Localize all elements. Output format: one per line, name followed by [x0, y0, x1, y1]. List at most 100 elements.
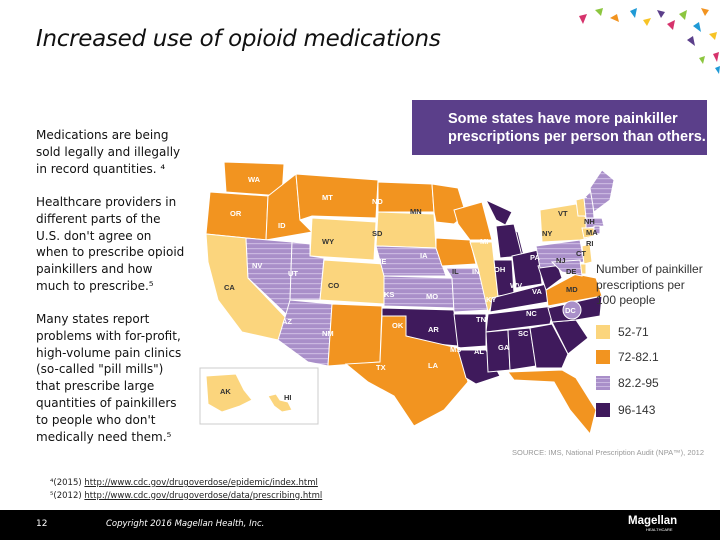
legend-label: 96-143: [618, 403, 656, 417]
label-AL: AL: [474, 347, 484, 356]
state-NE: [375, 245, 447, 277]
label-NE: NE: [376, 257, 386, 266]
reference-5: ⁵(2012) http://www.cdc.gov/drugoverdose/…: [50, 490, 323, 501]
label-VT: VT: [558, 209, 568, 218]
slide-title: Increased use of opioid medications: [36, 26, 441, 52]
label-NC: NC: [526, 309, 537, 318]
label-TX: TX: [376, 363, 386, 372]
label-WV: WV: [510, 281, 522, 290]
label-ND: ND: [372, 197, 383, 206]
label-WA: WA: [248, 175, 261, 184]
label-KY: KY: [486, 295, 496, 304]
legend-label: 52-71: [618, 325, 649, 339]
label-MT: MT: [322, 193, 333, 202]
state-GA: [529, 323, 569, 369]
footer-bar: [0, 510, 720, 540]
legend-swatch: [596, 325, 610, 339]
label-LA: LA: [428, 361, 439, 370]
label-TN: TN: [476, 315, 486, 324]
label-KS: KS: [384, 290, 394, 299]
legend-item: 82.2-95: [596, 375, 659, 391]
legend-swatch: [596, 350, 610, 364]
label-DC: DC: [565, 306, 576, 315]
label-IN: IN: [472, 267, 480, 276]
state-MI-lower: [495, 223, 523, 259]
legend-title: Number of painkiller prescriptions per 1…: [596, 262, 703, 307]
state-NM: [327, 303, 383, 367]
state-IA: [435, 237, 477, 267]
label-CO: CO: [328, 281, 339, 290]
label-AK: AK: [220, 387, 231, 396]
state-TX: [344, 315, 469, 427]
label-MS: MS: [450, 345, 461, 354]
map-header: Some states have more painkiller prescri…: [412, 100, 707, 155]
state-AK: [205, 373, 253, 413]
state-WY: [309, 217, 377, 261]
state-RI: [593, 225, 601, 235]
label-NJ: NJ: [556, 256, 566, 265]
state-ME: [589, 169, 615, 213]
label-HI: HI: [284, 393, 292, 402]
label-MI: MI: [480, 237, 488, 246]
label-OR: OR: [230, 209, 242, 218]
label-CA: CA: [224, 283, 235, 292]
label-MA: MA: [586, 228, 598, 237]
state-WI: [453, 201, 493, 241]
state-SD: [375, 211, 437, 249]
page-number: 12: [36, 519, 48, 529]
label-MD: MD: [566, 285, 578, 294]
reference-link[interactable]: http://www.cdc.gov/drugoverdose/epidemic…: [84, 478, 318, 488]
state-FL: [507, 369, 597, 436]
label-ME: ME: [576, 191, 587, 200]
legend-item: 72-82.1: [596, 349, 659, 365]
legend-label: 72-82.1: [618, 350, 659, 364]
label-GA: GA: [498, 343, 510, 352]
label-AR: AR: [428, 325, 439, 334]
label-NH: NH: [584, 217, 595, 226]
label-NM: NM: [322, 329, 334, 338]
reference-link[interactable]: http://www.cdc.gov/drugoverdose/data/pre…: [84, 490, 323, 501]
map-source: SOURCE: IMS, National Prescription Audit…: [512, 448, 705, 457]
label-OH: OH: [494, 265, 505, 274]
label-IL: IL: [452, 267, 459, 276]
state-ID: [265, 173, 314, 241]
state-OH: [511, 249, 543, 289]
label-NY: NY: [542, 229, 552, 238]
label-MO: MO: [426, 292, 438, 301]
state-MT: [295, 173, 379, 221]
label-VA: VA: [532, 287, 542, 296]
label-AZ: AZ: [282, 317, 292, 326]
state-CT: [581, 227, 595, 239]
label-SD: SD: [372, 229, 383, 238]
paragraph-record-quantities: Medications are being sold legally and i…: [36, 128, 181, 176]
legend-swatch: [596, 403, 610, 417]
decorative-confetti: [579, 8, 720, 74]
label-IA: IA: [420, 251, 428, 260]
label-CT: CT: [576, 249, 586, 258]
label-RI: RI: [586, 239, 594, 248]
legend-item: 52-71: [596, 324, 649, 340]
label-WY: WY: [322, 237, 334, 246]
label-OK: OK: [392, 321, 404, 330]
label-NV: NV: [252, 261, 262, 270]
state-DC: [562, 300, 582, 320]
state-AR: [453, 313, 487, 349]
state-VA: [545, 273, 603, 307]
label-UT: UT: [288, 269, 298, 278]
state-KS: [383, 275, 455, 309]
reference-4: ⁴(2015) http://www.cdc.gov/drugoverdose/…: [50, 478, 318, 488]
state-MD: [550, 259, 583, 277]
legend-item: 96-143: [596, 402, 655, 418]
legend-label: 82.2-95: [618, 376, 659, 390]
state-MO: [445, 267, 489, 313]
state-HI: [267, 393, 293, 413]
state-NJ: [581, 243, 593, 265]
label-ID: ID: [278, 221, 286, 230]
legend-swatch: [596, 376, 610, 390]
label-DE: DE: [566, 267, 576, 276]
state-ND: [377, 181, 435, 213]
magellan-logo: Magellan HEALTHCARE: [628, 515, 678, 532]
label-PA: PA: [530, 253, 540, 262]
references: ⁴(2015) http://www.cdc.gov/drugoverdose/…: [50, 477, 322, 502]
us-prescription-map: WA OR CA ID NV MT WY UT AZ CO NM ND SD N…: [196, 100, 708, 460]
